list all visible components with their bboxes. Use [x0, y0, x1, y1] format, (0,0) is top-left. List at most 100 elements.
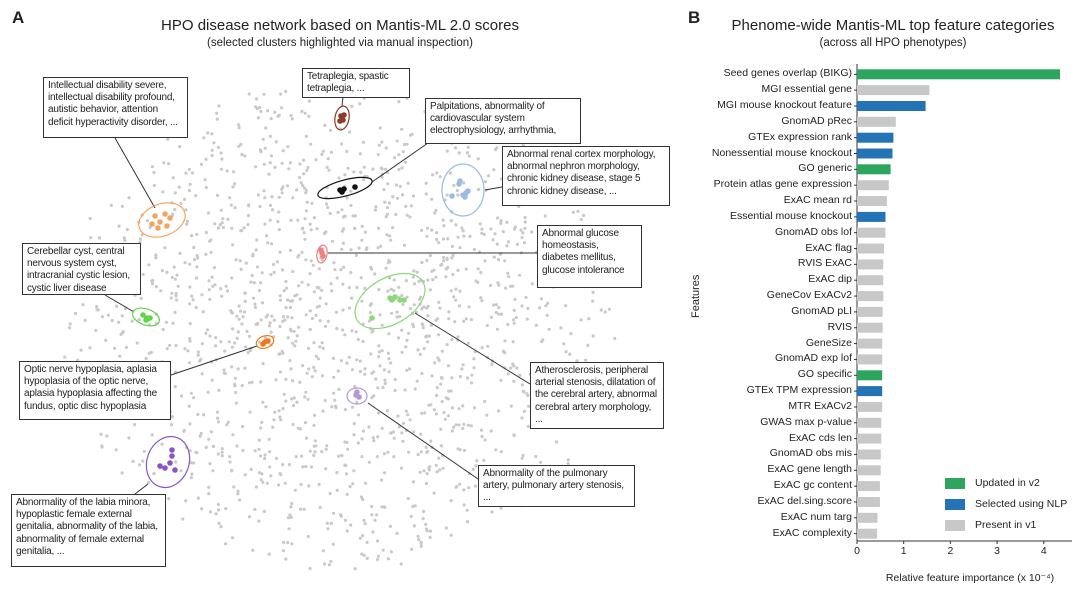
network-node — [190, 171, 195, 175]
network-node — [406, 181, 410, 185]
network-node — [422, 346, 426, 351]
network-node — [152, 170, 156, 175]
network-node — [412, 282, 417, 286]
cluster-node-renal — [465, 188, 471, 194]
network-node — [457, 151, 461, 155]
network-node — [367, 425, 371, 429]
network-node — [526, 393, 530, 398]
network-node — [430, 374, 434, 378]
network-node — [174, 343, 178, 348]
network-node — [169, 423, 174, 427]
network-node — [208, 297, 212, 301]
network-node — [519, 228, 523, 232]
network-node — [405, 142, 409, 146]
network-node — [401, 150, 405, 154]
network-node — [340, 247, 344, 251]
network-node — [466, 145, 470, 149]
annotation-labia: Abnormality of the labia minora, hypopla… — [11, 494, 166, 567]
cluster-node-atherosclerosis — [401, 297, 407, 303]
network-node — [486, 344, 490, 348]
network-node — [370, 513, 374, 517]
network-node — [199, 431, 203, 436]
network-node — [252, 281, 256, 285]
network-node — [326, 157, 330, 161]
bar-3 — [857, 116, 896, 127]
network-node — [281, 463, 285, 467]
network-node — [280, 161, 284, 165]
network-node — [470, 381, 474, 385]
network-node — [472, 366, 476, 370]
network-node — [141, 459, 145, 463]
network-node — [188, 302, 192, 306]
feature-label: GnomAD pLI — [791, 304, 852, 317]
network-node — [571, 210, 575, 214]
network-node — [499, 221, 503, 225]
network-node — [425, 258, 429, 262]
network-node — [278, 294, 282, 298]
network-node — [269, 154, 273, 158]
network-node — [435, 231, 439, 235]
network-node — [186, 349, 190, 353]
network-node — [239, 309, 243, 313]
network-node — [584, 358, 588, 362]
network-node — [450, 244, 454, 249]
network-node — [354, 253, 358, 257]
network-node — [422, 469, 426, 473]
network-node — [515, 242, 520, 246]
network-node — [520, 416, 524, 420]
network-node — [122, 236, 126, 240]
network-node — [315, 285, 319, 289]
network-node — [190, 234, 194, 238]
network-node — [340, 453, 344, 458]
cluster-node-palpitations — [352, 184, 358, 190]
network-node — [513, 297, 517, 301]
network-node — [304, 464, 308, 469]
network-node — [266, 109, 270, 113]
feature-label: ExAC complexity — [772, 526, 852, 539]
network-node — [208, 510, 212, 514]
network-node — [332, 261, 336, 265]
network-node — [226, 217, 230, 221]
network-node — [307, 484, 311, 488]
network-node — [462, 181, 466, 185]
network-node — [189, 476, 193, 480]
network-node — [387, 370, 391, 374]
network-node — [295, 188, 299, 192]
network-node — [514, 316, 518, 320]
network-node — [274, 456, 279, 460]
network-node — [288, 359, 292, 363]
network-node — [290, 316, 294, 320]
network-node — [262, 162, 266, 166]
network-node — [110, 318, 114, 323]
network-node — [172, 265, 176, 269]
network-node — [145, 219, 150, 223]
network-node — [273, 410, 277, 414]
network-node — [234, 401, 238, 405]
network-node — [330, 289, 334, 293]
feature-label: GO specific — [797, 368, 852, 381]
network-node — [382, 368, 386, 372]
network-node — [505, 244, 509, 248]
x-tick-label: 4 — [1040, 545, 1047, 557]
network-node — [211, 444, 215, 448]
network-node — [326, 205, 330, 210]
network-node — [451, 272, 455, 277]
annotation-intellectual: Intellectual disability severe, intellec… — [43, 77, 188, 138]
legend-label-nlp: Selected using NLP — [975, 498, 1068, 510]
network-node — [296, 284, 301, 288]
network-node — [336, 210, 340, 214]
network-node — [345, 149, 349, 153]
network-node — [456, 335, 460, 339]
network-node — [304, 209, 308, 213]
feature-label: GeneSize — [805, 336, 852, 349]
network-node — [465, 508, 469, 512]
network-node — [138, 463, 142, 467]
network-node — [177, 185, 181, 189]
network-node — [483, 180, 487, 184]
network-node — [219, 151, 223, 155]
network-node — [458, 289, 462, 293]
network-node — [335, 327, 339, 331]
network-node — [105, 434, 109, 438]
network-node — [309, 465, 314, 469]
network-node — [340, 142, 344, 146]
